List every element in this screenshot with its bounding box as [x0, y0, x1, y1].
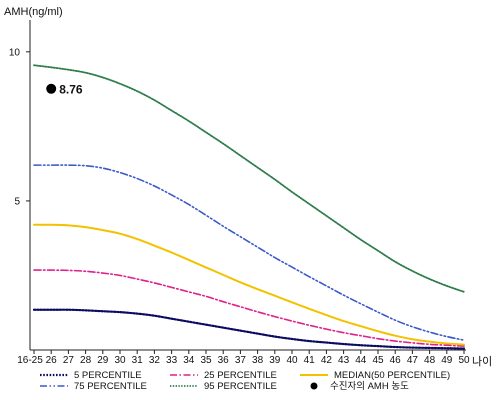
series-line-75-percentile — [33, 164, 465, 341]
x-tick-label: 39 — [269, 355, 281, 366]
x-tick-label: 49 — [441, 355, 453, 366]
patient-amh-point — [46, 83, 57, 94]
y-axis-title: AMH(ng/ml) — [4, 6, 63, 18]
x-tick-label: 31 — [132, 355, 144, 366]
x-tick-label: 33 — [166, 355, 178, 366]
x-tick-label: 16-25 — [17, 355, 43, 366]
series-line-25-percentile — [33, 269, 465, 347]
x-tick-label: 50 — [458, 355, 470, 366]
series-line-5-percentile — [32, 308, 466, 350]
legend-point-label: 수진자의 AMH 농도 — [330, 381, 409, 392]
x-tick-label: 48 — [424, 355, 436, 366]
legend-label: MEDIAN(50 PERCENTILE) — [334, 370, 450, 381]
x-tick-label: 36 — [218, 355, 230, 366]
x-tick-label: 40 — [286, 355, 298, 366]
x-tick-label: 27 — [63, 355, 75, 366]
x-tick-label: 35 — [200, 355, 212, 366]
series-line-95-percentile — [33, 64, 465, 293]
x-tick-label: 47 — [407, 355, 419, 366]
x-tick-label: 43 — [338, 355, 350, 366]
patient-amh-value-label: 8.76 — [59, 82, 83, 96]
x-tick-label: 28 — [80, 355, 92, 366]
legend: 5 PERCENTILE 25 PERCENTILE MEDIAN(50 PERCE… — [40, 370, 450, 392]
x-tick-label: 37 — [235, 355, 247, 366]
x-tick-label: 26 — [46, 355, 58, 366]
series-line-median-50-percentile — [33, 223, 465, 346]
x-tick-label: 29 — [97, 355, 109, 366]
y-tick-label: 5 — [14, 196, 20, 207]
x-tick-label: 38 — [252, 355, 264, 366]
axes: 5 10 AMH(ng/ml) 16-25 26 27 28 29 30 31 32 33 34 35 36… — [4, 6, 492, 368]
x-tick-label: 34 — [183, 355, 195, 366]
x-tick-label: 32 — [149, 355, 161, 366]
legend-point-swatch — [310, 382, 318, 390]
legend-label: 75 PERCENTILE — [74, 381, 147, 392]
x-tick-label: 41 — [304, 355, 316, 366]
legend-label: 25 PERCENTILE — [204, 370, 277, 381]
legend-label: 95 PERCENTILE — [204, 381, 277, 392]
x-tick-label: 45 — [372, 355, 384, 366]
x-tick-label: 42 — [321, 355, 333, 366]
x-tick-label: 44 — [355, 355, 367, 366]
series-layer — [32, 64, 466, 350]
y-tick-label: 10 — [9, 47, 21, 58]
x-axis-title: 나이 — [472, 355, 492, 368]
point-layer: 8.76 — [46, 82, 83, 96]
x-tick-label: 46 — [390, 355, 402, 366]
legend-label: 5 PERCENTILE — [74, 370, 142, 381]
x-tick-label: 30 — [114, 355, 126, 366]
